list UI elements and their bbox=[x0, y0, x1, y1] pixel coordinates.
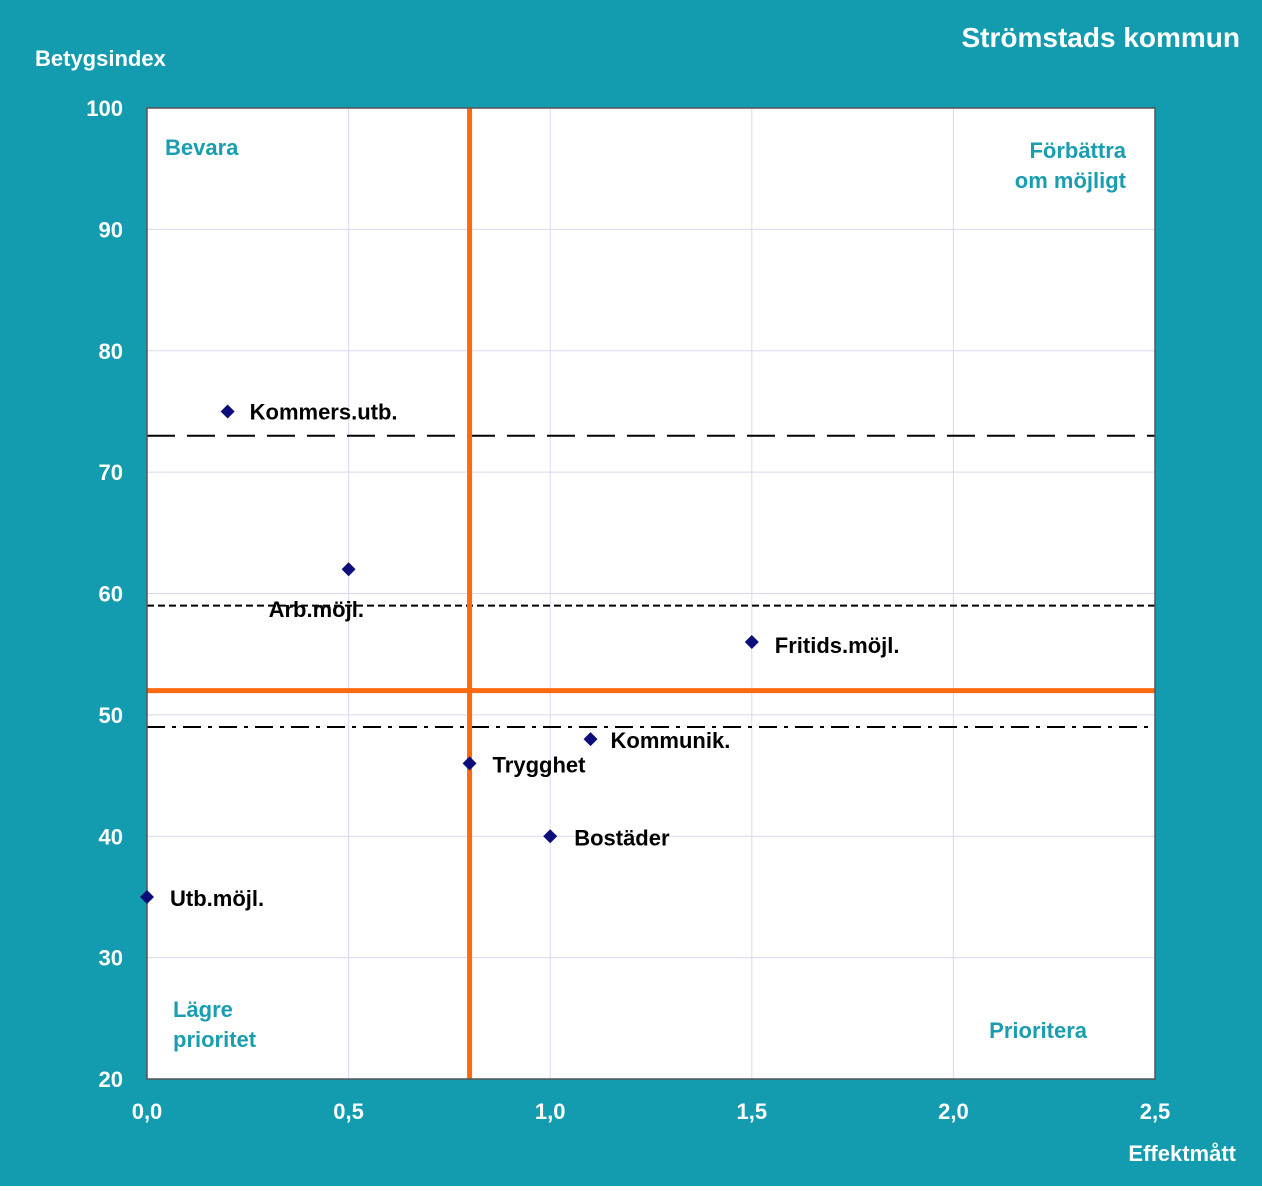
y-tick-label: 40 bbox=[99, 824, 123, 849]
data-point-marker bbox=[220, 404, 235, 419]
y-axis-label: Betygsindex bbox=[35, 46, 167, 71]
plot-border-rect bbox=[146, 107, 1156, 1080]
x-tick-label: 2,0 bbox=[938, 1099, 969, 1124]
plot-border bbox=[146, 107, 1156, 1080]
y-tick-label: 70 bbox=[99, 460, 123, 485]
quadrant-label-bottom-right: Prioritera bbox=[989, 1018, 1088, 1043]
y-tick-label: 20 bbox=[99, 1067, 123, 1092]
data-points: Kommers.utb. Arb.möjl. Fritids.möjl. Kommun… bbox=[140, 399, 899, 911]
y-tick-label: 80 bbox=[99, 339, 123, 364]
x-tick-label: 1,5 bbox=[737, 1099, 768, 1124]
quadrant-dividers bbox=[147, 108, 1155, 1079]
x-tick-label: 0,5 bbox=[333, 1099, 364, 1124]
data-point-label: Kommers.utb. bbox=[250, 399, 398, 424]
y-tick-label: 50 bbox=[99, 703, 123, 728]
quadrant-label-bottom-left: prioritet bbox=[173, 1027, 257, 1052]
x-axis-label: Effektmått bbox=[1128, 1141, 1236, 1166]
data-point-label: Fritids.möjl. bbox=[775, 633, 900, 658]
data-point-marker bbox=[583, 732, 598, 747]
data-point-label: Kommunik. bbox=[611, 728, 731, 753]
y-tick-label: 100 bbox=[86, 96, 123, 121]
grid-lines bbox=[146, 107, 1156, 1080]
data-point-marker bbox=[140, 889, 154, 904]
chart-title: Strömstads kommun bbox=[962, 22, 1241, 53]
data-point-marker bbox=[543, 829, 558, 844]
data-point-label: Bostäder bbox=[574, 825, 670, 850]
data-point-marker bbox=[462, 756, 477, 771]
data-point-label: Trygghet bbox=[493, 752, 587, 777]
x-tick-label: 0,0 bbox=[132, 1099, 163, 1124]
x-tick-labels: 0,0 0,5 1,0 1,5 2,0 2,5 bbox=[132, 1099, 1171, 1124]
y-tick-labels: 20 30 40 50 60 70 80 90 100 bbox=[86, 96, 123, 1092]
data-point-label: Arb.möjl. bbox=[269, 597, 364, 622]
data-point-marker bbox=[744, 635, 759, 650]
quadrant-label-top-right: om möjligt bbox=[1015, 168, 1127, 193]
quadrant-label-top-left: Bevara bbox=[165, 135, 239, 160]
x-tick-label: 1,0 bbox=[535, 1099, 566, 1124]
data-point-label: Utb.möjl. bbox=[170, 886, 264, 911]
x-tick-label: 2,5 bbox=[1140, 1099, 1171, 1124]
y-tick-label: 90 bbox=[99, 217, 123, 242]
y-tick-label: 30 bbox=[99, 946, 123, 971]
quadrant-labels: Bevara Förbättra om möjligt Lägre prioritet P… bbox=[165, 135, 1127, 1052]
quadrant-label-top-right: Förbättra bbox=[1029, 138, 1126, 163]
reference-lines bbox=[147, 434, 1155, 729]
quadrant-label-bottom-left: Lägre bbox=[173, 997, 233, 1022]
data-point-marker bbox=[341, 562, 356, 577]
y-tick-label: 60 bbox=[99, 582, 123, 607]
